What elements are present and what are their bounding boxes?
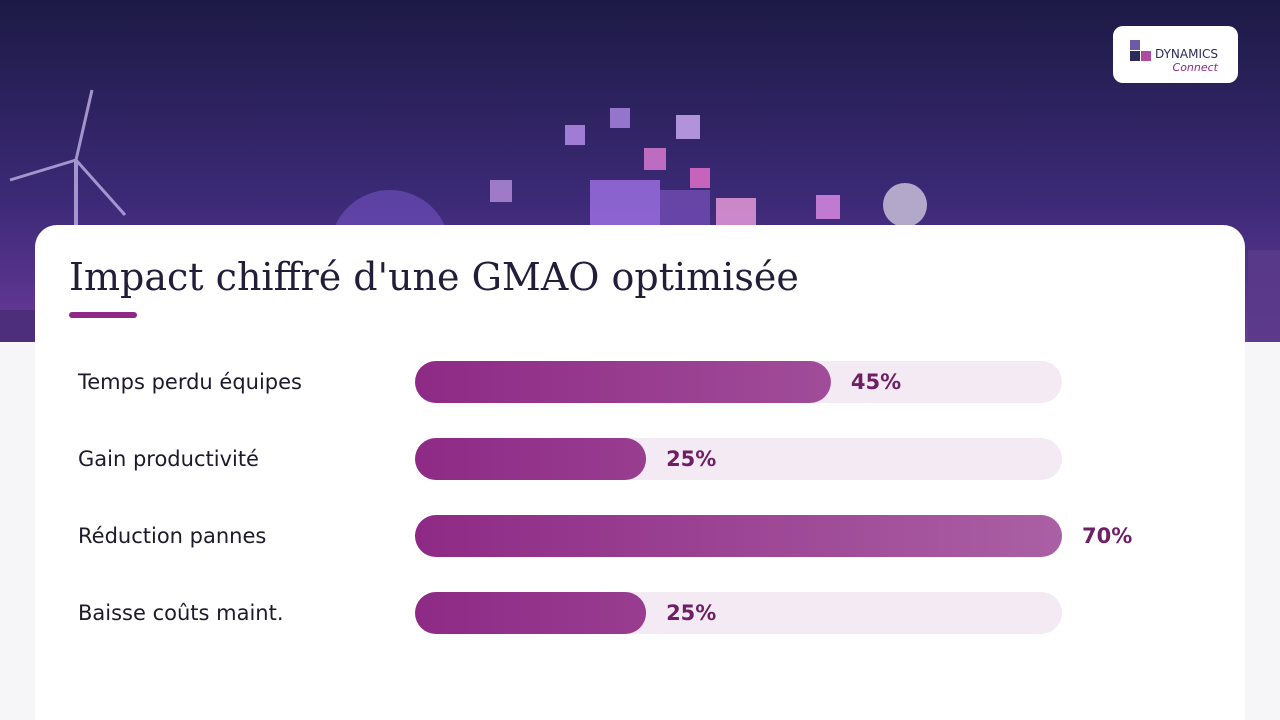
category-label: Gain productivité bbox=[78, 447, 259, 471]
bar bbox=[415, 515, 1062, 557]
logo-tagline: Connect bbox=[1173, 61, 1219, 74]
category-label: Temps perdu équipes bbox=[77, 370, 302, 394]
category-label: Baisse coûts maint. bbox=[78, 601, 284, 625]
bar bbox=[415, 438, 647, 480]
logo-icon bbox=[1141, 51, 1151, 61]
logo-icon bbox=[1130, 40, 1140, 50]
category-label: Réduction pannes bbox=[78, 524, 266, 548]
logo-box bbox=[1113, 26, 1238, 83]
chart-title: Impact chiffré d'une GMAO optimisée bbox=[69, 255, 799, 299]
plot: Temps perdu équipes 45% Gain productivité 2… bbox=[77, 361, 1132, 634]
value-label: 25% bbox=[666, 601, 716, 625]
bar bbox=[415, 361, 831, 403]
title-accent bbox=[69, 312, 137, 318]
value-label: 25% bbox=[666, 447, 716, 471]
value-label: 45% bbox=[851, 370, 901, 394]
logo-icon bbox=[1130, 51, 1140, 61]
value-label: 70% bbox=[1082, 524, 1132, 548]
bar bbox=[415, 592, 647, 634]
logo-name: DYNAMICS bbox=[1155, 47, 1218, 61]
